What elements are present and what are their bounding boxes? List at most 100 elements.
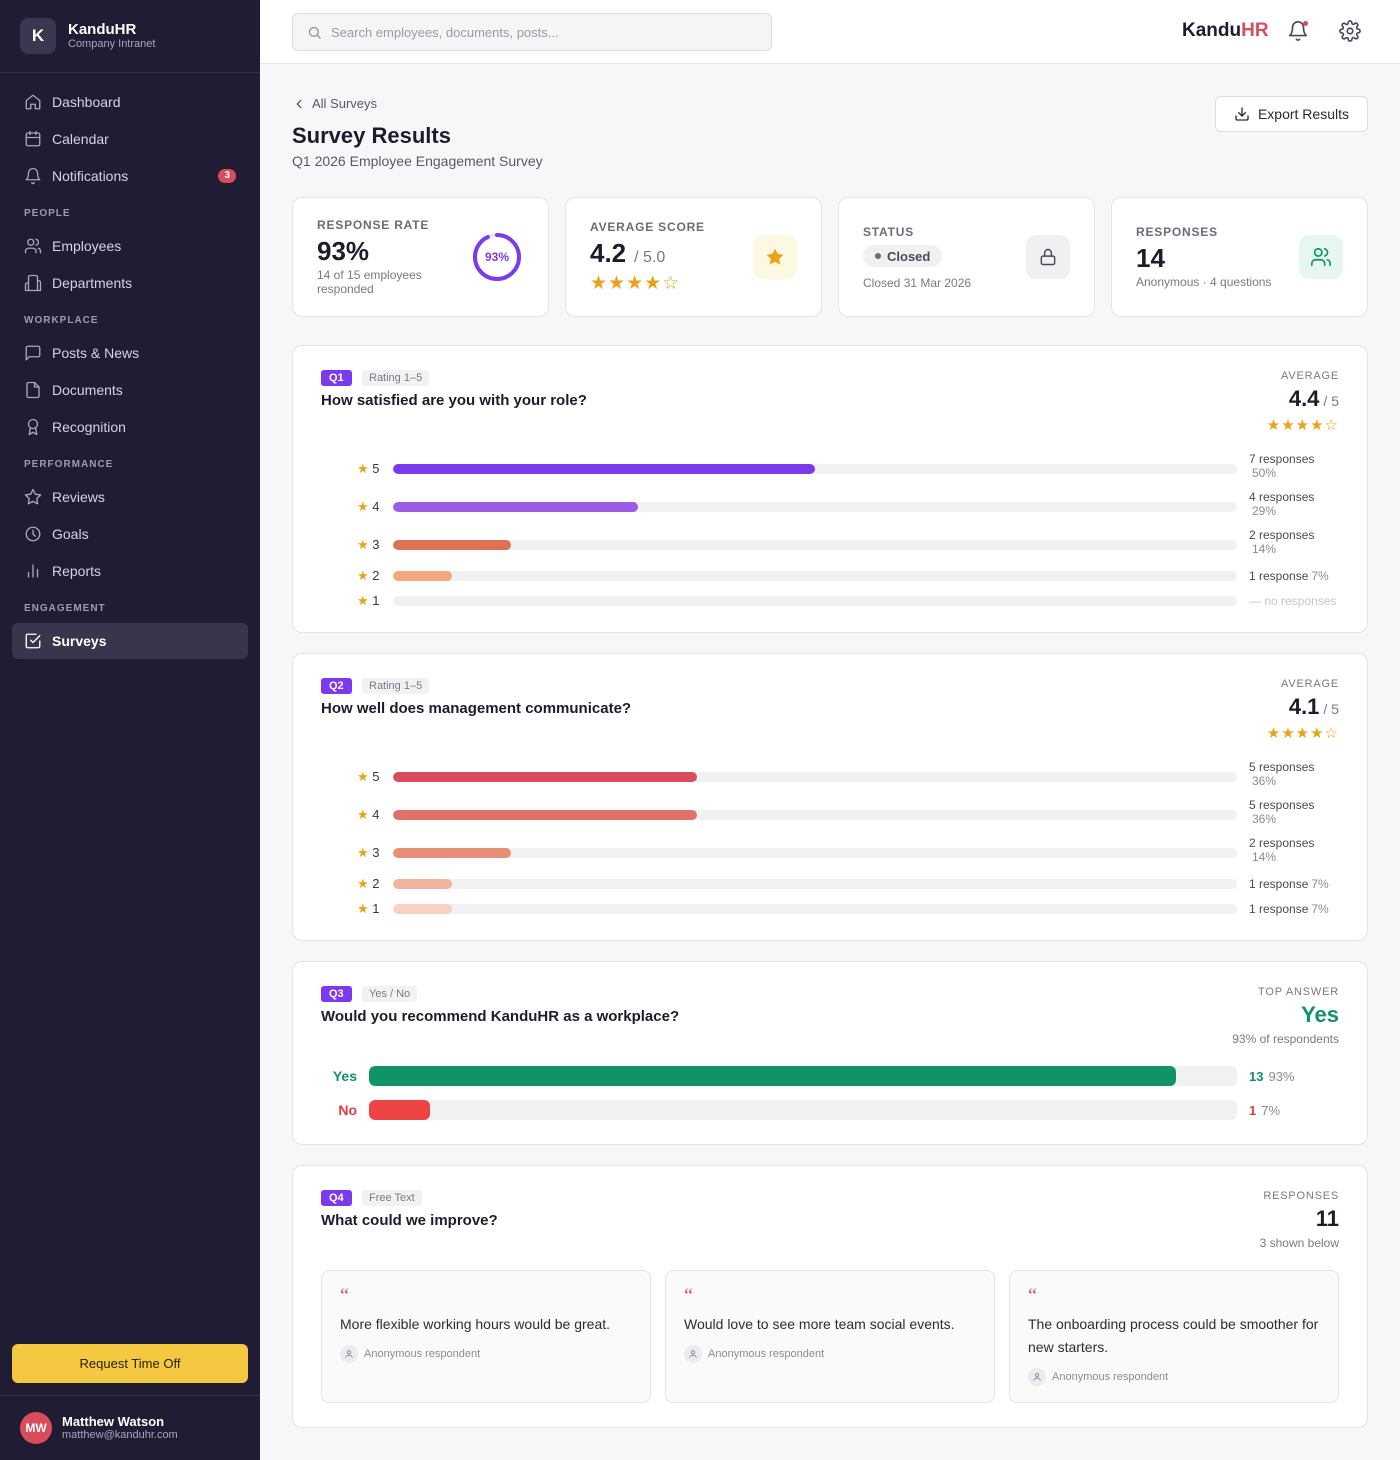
sidebar-item-recognition[interactable]: Recognition (12, 409, 248, 445)
no-bar (369, 1100, 430, 1120)
user-email: matthew@kanduhr.com (62, 1429, 178, 1441)
rating-row: ★ 5 5 responses 36% (321, 760, 1341, 788)
response-percent: 14% (1252, 542, 1277, 556)
user-profile[interactable]: MW Matthew Watson matthew@kanduhr.com (0, 1395, 260, 1460)
sidebar-item-notifications[interactable]: Notifications 3 (12, 158, 248, 194)
response-count: — no responses (1249, 594, 1337, 608)
export-results-button[interactable]: Export Results (1214, 96, 1368, 132)
star-icon: ★ (357, 568, 369, 583)
app-subtitle: Company Intranet (68, 38, 156, 50)
rating-label: ★ 4 (357, 499, 380, 515)
rating-row: ★ 3 2 responses 14% (321, 836, 1341, 864)
download-icon (1235, 107, 1249, 121)
sidebar-item-departments[interactable]: Departments (12, 265, 248, 301)
rating-label: ★ 1 (357, 593, 380, 609)
responses-value: 11 (1315, 1206, 1339, 1231)
average-of: / 5 (1323, 393, 1339, 409)
response-count: 7 responses (1249, 452, 1315, 466)
star-icon: ★ (357, 461, 369, 476)
star-icon: ★ (357, 499, 369, 514)
rating-bar-track (393, 464, 1237, 474)
question-card-q2: Q2 Rating 1–5 How well does management c… (292, 653, 1368, 941)
response-count: 5 responses (1249, 798, 1315, 812)
rating-value: 4 (372, 807, 380, 822)
rating-count: 7 responses 50% (1249, 452, 1339, 480)
rating-label: ★ 1 (357, 901, 380, 917)
stat-sub: Closed 31 Mar 2026 (863, 276, 972, 290)
sidebar-item-posts-news[interactable]: Posts & News (12, 335, 248, 371)
search-input[interactable] (331, 24, 751, 40)
status-card: STATUS Closed Closed 31 Mar 2026 (838, 197, 1095, 317)
rating-bar (393, 904, 453, 914)
star-icon: ★ (357, 901, 369, 916)
sidebar-item-reports[interactable]: Reports (12, 553, 248, 589)
rating-label: ★ 5 (357, 461, 380, 477)
request-time-off-button[interactable]: Request Time Off (12, 1344, 248, 1383)
sidebar-item-surveys[interactable]: Surveys (12, 623, 248, 659)
responses-sub: 3 shown below (1259, 1236, 1339, 1250)
rating-bar-track (393, 772, 1237, 782)
search-box[interactable] (292, 13, 772, 51)
question-title: Would you recommend KanduHR as a workpla… (321, 1008, 680, 1025)
question-type: Rating 1–5 (362, 370, 430, 386)
lock-icon (1040, 248, 1056, 266)
home-icon (25, 94, 41, 110)
avatar: MW (20, 1412, 52, 1444)
sidebar-item-dashboard[interactable]: Dashboard (12, 84, 248, 120)
response-percent: 14% (1252, 850, 1277, 864)
rating-bar-track (393, 571, 1237, 581)
rating-bar-track (393, 810, 1237, 820)
stat-label: RESPONSE RATE (317, 218, 430, 232)
check-square-icon (25, 633, 41, 649)
sidebar-item-goals[interactable]: Goals (12, 516, 248, 552)
response-percent: 29% (1252, 504, 1277, 518)
header-brand: KanduHR (1182, 20, 1269, 42)
stat-sub: 14 of 15 employees responded (317, 268, 422, 296)
status-badge-label: Closed (887, 248, 931, 264)
header-brand-hr: HR (1241, 20, 1269, 41)
sidebar-item-reviews[interactable]: Reviews (12, 479, 248, 515)
nav-section-title: ENGAGEMENT (24, 603, 106, 614)
rating-count: 2 responses 14% (1249, 528, 1339, 556)
file-icon (26, 381, 40, 399)
app-logo: K (20, 18, 56, 54)
question-card-q1: Q1 Rating 1–5 How satisfied are you with… (292, 345, 1368, 633)
yes-percent: 93% (1268, 1069, 1295, 1084)
back-link[interactable]: All Surveys (292, 96, 377, 111)
notifications-button[interactable] (1287, 20, 1309, 42)
topbar: KanduHR (260, 0, 1400, 64)
bar-chart-icon (27, 564, 39, 578)
users-icon (1311, 247, 1331, 267)
ring-label: 93% (484, 250, 510, 264)
bell-icon (1288, 21, 1308, 42)
rating-row: ★ 4 5 responses 36% (321, 798, 1341, 826)
sidebar-brand[interactable]: K KanduHR Company Intranet (0, 0, 260, 73)
quote-text: The onboarding process could be smoother… (1028, 1316, 1319, 1355)
rating-count: 1 response 7% (1249, 569, 1339, 583)
no-row: No 1 7% (321, 1100, 1341, 1120)
yes-count: 13 93% (1249, 1069, 1295, 1084)
status-dot (875, 253, 881, 259)
app-name: KanduHR (68, 21, 137, 38)
stat-label: STATUS (863, 225, 915, 239)
average-number: 4.1 (1288, 694, 1320, 719)
settings-button[interactable] (1339, 20, 1361, 42)
user-name: Matthew Watson (62, 1414, 165, 1429)
lock-badge (1026, 235, 1070, 279)
sidebar-item-employees[interactable]: Employees (12, 228, 248, 264)
rating-row: ★ 2 1 response 7% (321, 874, 1341, 894)
average-label: AVERAGE (1281, 678, 1339, 690)
rating-value: 3 (372, 845, 380, 860)
rating-label: ★ 2 (357, 568, 380, 584)
rating-row: ★ 1 1 response 7% (321, 899, 1341, 919)
quote-icon: “ (1028, 1285, 1037, 1307)
question-title: How well does management communicate? (321, 700, 632, 717)
average-label: AVERAGE (1281, 370, 1339, 382)
sidebar-item-label: Dashboard (52, 94, 121, 110)
response-percent: 7% (1311, 877, 1329, 891)
rating-count: 4 responses 29% (1249, 490, 1339, 518)
no-count-value: 1 (1249, 1103, 1257, 1118)
sidebar-item-label: Notifications (52, 168, 129, 184)
sidebar-item-documents[interactable]: Documents (12, 372, 248, 408)
sidebar-item-calendar[interactable]: Calendar (12, 121, 248, 157)
